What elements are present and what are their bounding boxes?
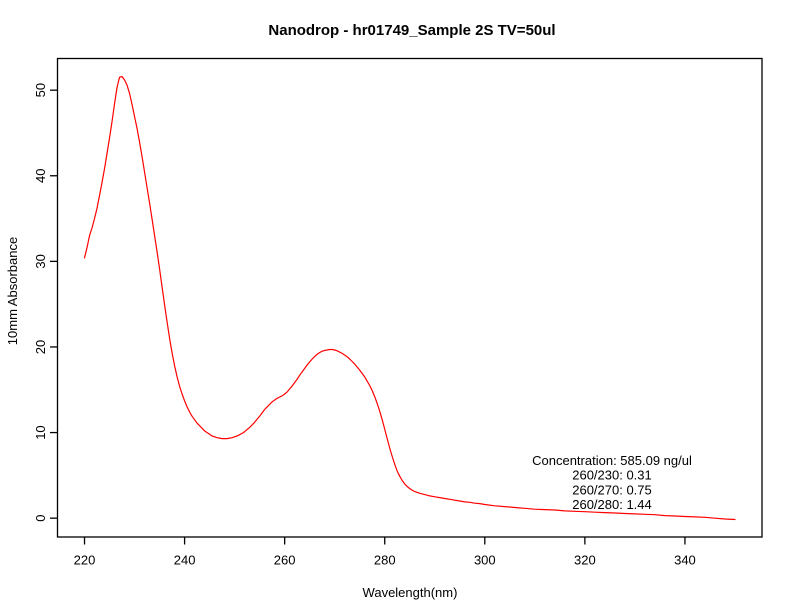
absorbance-curve xyxy=(83,75,736,521)
x-axis: 220 240 260 280 300 320 340 xyxy=(74,537,696,568)
x-tick-label: 320 xyxy=(574,553,596,568)
y-tick-label: 30 xyxy=(33,254,48,268)
plot-box xyxy=(56,57,763,538)
annotation-260-280: 260/280: 1.44 xyxy=(572,497,652,512)
y-tick-label: 10 xyxy=(33,425,48,439)
annotation-block: Concentration: 585.09 ng/ul 260/230: 0.3… xyxy=(532,453,692,512)
annotation-concentration: Concentration: 585.09 ng/ul xyxy=(532,453,692,468)
x-tick-label: 340 xyxy=(674,553,696,568)
annotation-260-270: 260/270: 0.75 xyxy=(572,482,652,497)
x-tick-label: 240 xyxy=(174,553,196,568)
annotation-260-230: 260/230: 0.31 xyxy=(572,468,652,483)
y-tick-label: 40 xyxy=(33,169,48,183)
y-axis: 0 10 20 30 40 50 xyxy=(33,83,58,522)
y-tick-label: 0 xyxy=(33,515,48,522)
x-tick-label: 220 xyxy=(74,553,96,568)
x-axis-title: Wavelength(nm) xyxy=(363,585,458,600)
x-tick-label: 260 xyxy=(274,553,296,568)
y-axis-title: 10mm Absorbance xyxy=(5,237,20,345)
x-tick-label: 280 xyxy=(374,553,396,568)
y-tick-label: 20 xyxy=(33,340,48,354)
y-tick-label: 50 xyxy=(33,83,48,97)
plot-title: Nanodrop - hr01749_Sample 2S TV=50ul xyxy=(268,22,555,39)
x-tick-label: 300 xyxy=(474,553,496,568)
